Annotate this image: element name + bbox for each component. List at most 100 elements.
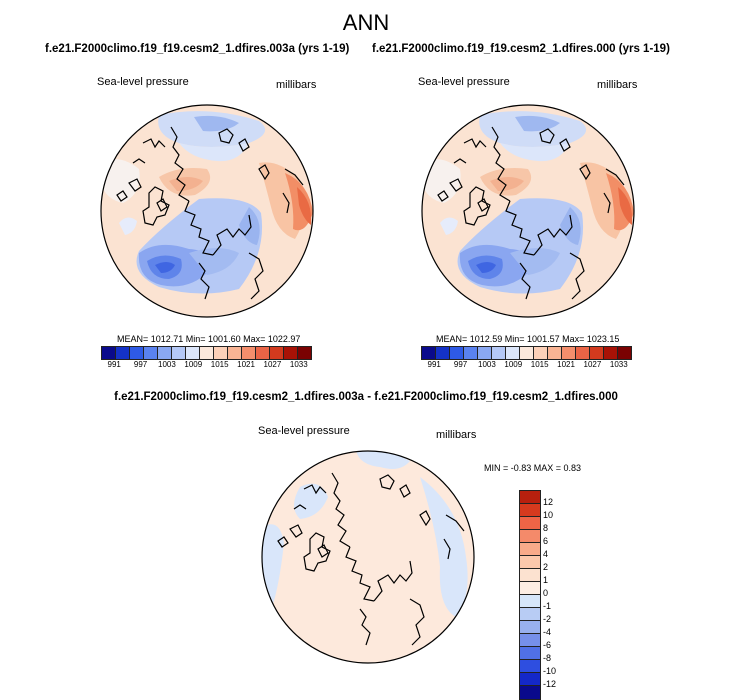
panel-1-colorbar-tick-label: 1021 (237, 360, 255, 369)
panel-1-colorbar-swatch (130, 347, 144, 359)
diff-units-label: millibars (436, 429, 477, 441)
panel-1-colorbar-swatch (256, 347, 270, 359)
panel-2-colorbar-tick-label: 997 (453, 360, 468, 369)
panel-1-colorbar-swatches (101, 346, 312, 360)
diff-colorbar-tick-label: -4 (543, 627, 552, 637)
panel-1-polar-map (100, 104, 314, 318)
panel-2-colorbar-swatch (492, 347, 506, 359)
panel-2-colorbar-swatch (464, 347, 478, 359)
panel-1-colorbar-tick-label: 1015 (210, 360, 229, 369)
panel-1-case-title: f.e21.F2000climo.f19_f19.cesm2_1.dfires.… (45, 43, 350, 55)
panel-2-colorbar: 991 997 1003 1009 1015 1021 1027 1033 (421, 346, 632, 369)
diff-variable-label: Sea-level pressure (258, 425, 350, 437)
panel-2-colorbar-swatches (421, 346, 632, 360)
diff-colorbar-swatch (520, 608, 540, 621)
diff-colorbar-swatch (520, 686, 540, 699)
diff-colorbar-tick-label: 0 (543, 588, 549, 598)
panel-1-colorbar-swatch (270, 347, 284, 359)
panel-2-colorbar-tick-label: 1027 (583, 360, 602, 369)
diff-colorbar-tick-label: 8 (543, 523, 549, 533)
diff-panel-title: f.e21.F2000climo.f19_f19.cesm2_1.dfires.… (114, 391, 618, 403)
panel-2-colorbar-swatch (506, 347, 520, 359)
diff-colorbar-swatch (520, 556, 540, 569)
panel-1-colorbar-swatch (200, 347, 214, 359)
diff-colorbar-tick-label: 2 (543, 562, 549, 572)
panel-1-colorbar-swatch (116, 347, 130, 359)
panel-2-colorbar-swatch (590, 347, 604, 359)
panel-1-colorbar-tick-label: 1033 (289, 360, 308, 369)
panel-2-colorbar-swatch (618, 347, 631, 359)
diff-colorbar-tick-label: -6 (543, 640, 552, 650)
panel-2-units-label: millibars (597, 79, 638, 91)
panel-2-colorbar-swatch (450, 347, 464, 359)
panel-1-colorbar-swatch (172, 347, 186, 359)
panel-1-colorbar-tick-label: 997 (133, 360, 148, 369)
diff-colorbar-swatch (520, 582, 540, 595)
diff-colorbar-tick-label: 10 (543, 510, 554, 520)
panel-2-polar-map (421, 104, 635, 318)
diff-colorbar-labels: 12 10 8 6 4 2 1 0 -1 -2 -4 -6 -8 -10 -12 (543, 496, 556, 691)
diff-colorbar-swatch (520, 530, 540, 543)
figure-title: ANN (342, 10, 390, 35)
panel-2-colorbar-tick-label: 1003 (478, 360, 496, 369)
panel-2-colorbar-swatch (534, 347, 548, 359)
diff-colorbar (519, 490, 541, 700)
panel-2-colorbar-swatch (576, 347, 590, 359)
panel-1-colorbar-swatch (284, 347, 298, 359)
diff-colorbar-tick-label: -12 (543, 679, 557, 689)
panel-2-colorbar-swatch (562, 347, 576, 359)
diff-colorbar-swatch (520, 491, 540, 504)
diff-colorbar-tick-label: -8 (543, 653, 552, 663)
diff-colorbar-swatch (520, 595, 540, 608)
diff-colorbar-swatch (520, 660, 540, 673)
panel-1-colorbar-swatch (228, 347, 242, 359)
panel-2-case-title: f.e21.F2000climo.f19_f19.cesm2_1.dfires.… (372, 43, 670, 55)
panel-1-colorbar-tick-label: 1009 (184, 360, 203, 369)
panel-2-variable-label: Sea-level pressure (418, 76, 510, 88)
diff-colorbar-tick-label: 6 (543, 536, 549, 546)
diff-colorbar-tick-label: -2 (543, 614, 552, 624)
diff-colorbar-swatch (520, 543, 540, 556)
diff-colorbar-swatch (520, 504, 540, 517)
panel-2-colorbar-tick-label: 1009 (504, 360, 523, 369)
panel-2-colorbar-swatch (548, 347, 562, 359)
panel-1-colorbar-tick-label: 1027 (263, 360, 282, 369)
panel-1-colorbar-swatch (144, 347, 158, 359)
diff-colorbar-swatch (520, 673, 540, 686)
panel-2-stats: MEAN= 1012.59 Min= 1001.57 Max= 1023.15 (436, 334, 620, 344)
panel-2-colorbar-tick-label: 1015 (530, 360, 549, 369)
diff-colorbar-swatch (520, 569, 540, 582)
diff-colorbar-swatch (520, 621, 540, 634)
panel-1-variable-label: Sea-level pressure (97, 76, 189, 88)
panel-2-colorbar-swatch (604, 347, 618, 359)
diff-polar-map (261, 450, 475, 664)
diff-colorbar-tick-label: 12 (543, 497, 554, 507)
panel-1-colorbar-tick-label: 991 (107, 360, 121, 369)
panel-1-units-label: millibars (276, 79, 317, 91)
panel-1-colorbar-swatch (298, 347, 311, 359)
panel-1-colorbar-swatch (242, 347, 256, 359)
panel-1-colorbar-swatch (214, 347, 228, 359)
diff-colorbar-swatch (520, 647, 540, 660)
panel-1-stats: MEAN= 1012.71 Min= 1001.60 Max= 1022.97 (117, 334, 301, 344)
diff-colorbar-tick-label: -1 (543, 601, 552, 611)
panel-2-colorbar-tick-label: 1033 (609, 360, 628, 369)
panel-1-colorbar-swatch (186, 347, 200, 359)
diff-stats: MIN = -0.83 MAX = 0.83 (484, 463, 582, 473)
panel-1-colorbar: 991 997 1003 1009 1015 1021 1027 1033 (101, 346, 312, 369)
panel-2-colorbar-swatch (436, 347, 450, 359)
diff-colorbar-tick-label: -10 (543, 666, 557, 676)
panel-1-colorbar-tick-label: 1003 (158, 360, 176, 369)
panel-1-colorbar-swatch (102, 347, 116, 359)
panel-2-colorbar-tick-label: 1021 (557, 360, 575, 369)
diff-colorbar-swatch (520, 634, 540, 647)
panel-2-colorbar-swatch (422, 347, 436, 359)
diff-colorbar-tick-label: 4 (543, 549, 549, 559)
panel-2-colorbar-swatch (478, 347, 492, 359)
panel-1-colorbar-swatch (158, 347, 172, 359)
panel-2-colorbar-labels: 991 997 1003 1009 1015 1021 1027 1033 (421, 360, 632, 369)
panel-1-colorbar-labels: 991 997 1003 1009 1015 1021 1027 1033 (101, 360, 312, 369)
panel-2-colorbar-tick-label: 991 (427, 360, 441, 369)
diff-colorbar-swatch (520, 517, 540, 530)
diff-colorbar-tick-label: 1 (543, 575, 549, 585)
